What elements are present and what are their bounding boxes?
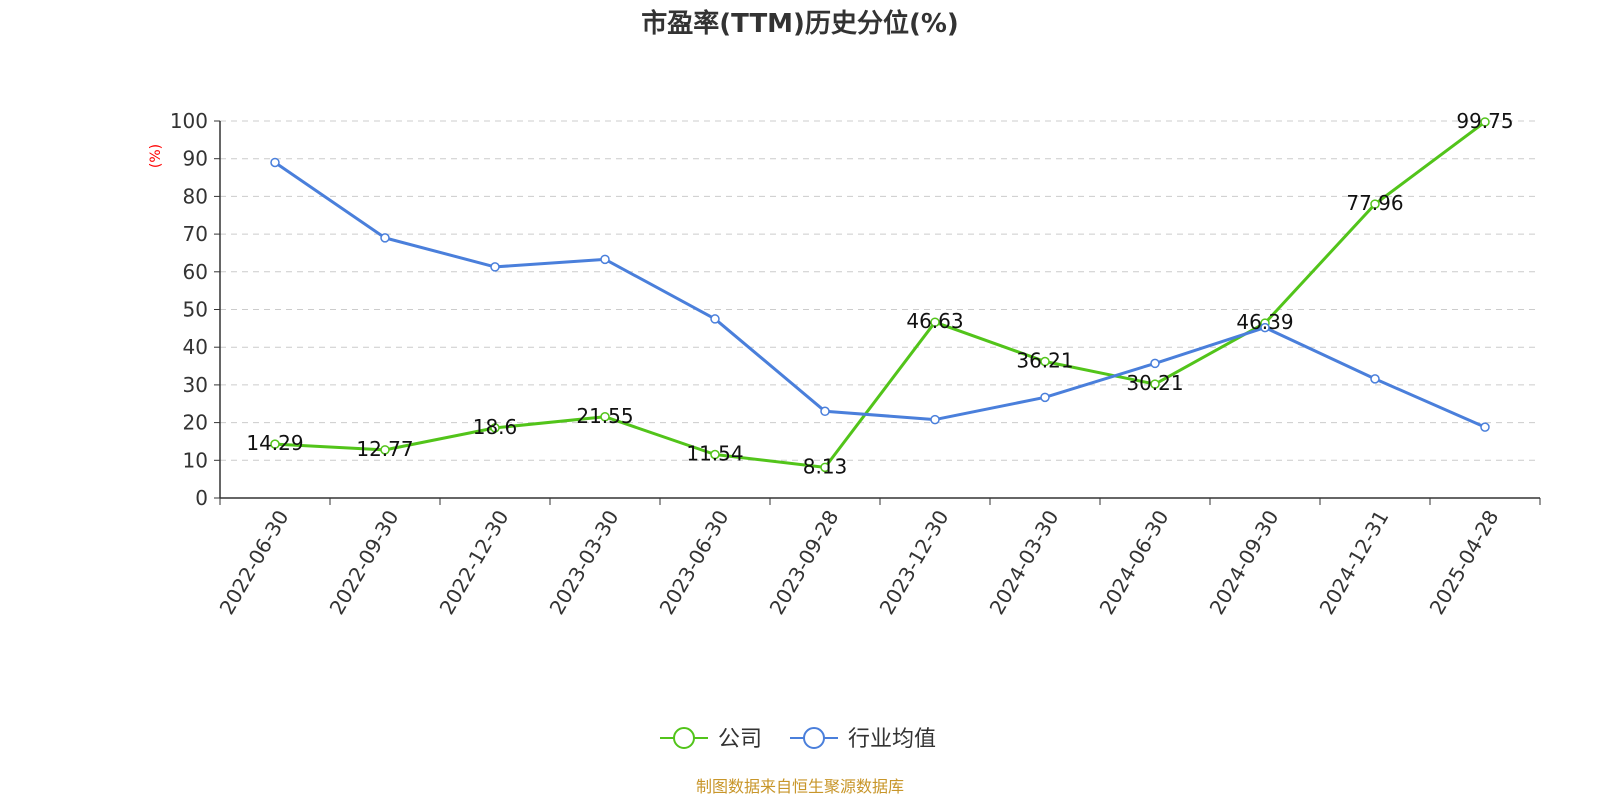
x-tick-label: 2022-12-30 xyxy=(434,506,513,619)
y-tick-label: 30 xyxy=(183,373,208,397)
legend-label-company: 公司 xyxy=(718,727,762,752)
x-tick-label: 2023-06-30 xyxy=(654,506,733,619)
company-data-point xyxy=(600,412,610,422)
y-tick-label: 90 xyxy=(183,147,208,171)
axes: 0 10 20 30 40 50 60 70 80 90 100 2022-06-30 2022-09-… xyxy=(170,109,1541,619)
legend-item-industry-average[interactable]: 行业均值 xyxy=(790,727,936,752)
x-tick-label: 2024-06-30 xyxy=(1094,506,1173,619)
legend: 公司 行业均值 xyxy=(660,727,936,752)
y-tick-label: 50 xyxy=(183,298,208,322)
x-tick-label: 2023-09-28 xyxy=(764,506,843,619)
company-data-point xyxy=(930,317,940,327)
chart-title: 市盈率(TTM)历史分位(%) xyxy=(641,8,959,39)
company-data-label: 46.39 xyxy=(1236,310,1293,334)
industry-average-data-point xyxy=(270,157,280,168)
data-labels: 14.29 12.77 18.6 21.55 11.54 8.13 46.63 36.21 30… xyxy=(246,109,1513,478)
x-tick-label: 2025-04-28 xyxy=(1424,506,1503,619)
industry-average-data-point xyxy=(1480,422,1490,432)
gridlines xyxy=(220,120,1540,461)
company-data-point xyxy=(710,449,720,460)
x-tick-label: 2024-03-30 xyxy=(984,506,1063,619)
industry-average-data-point xyxy=(600,254,610,265)
industry-average-data-point xyxy=(1040,392,1050,403)
company-data-label: 11.54 xyxy=(686,441,743,465)
x-tick-label: 2022-06-30 xyxy=(214,506,293,619)
company-data-label: 36.21 xyxy=(1016,348,1073,372)
company-data-point xyxy=(490,423,500,433)
industry-average-data-point xyxy=(1370,374,1380,384)
company-data-point xyxy=(820,462,830,473)
y-tick-label: 70 xyxy=(183,222,208,246)
y-tick-label: 60 xyxy=(183,260,208,284)
x-tick-label: 2024-12-31 xyxy=(1314,506,1393,619)
industry-average-data-point xyxy=(710,314,720,324)
x-tick-label: 2023-03-30 xyxy=(544,506,623,619)
industry-average-data-point xyxy=(820,406,830,417)
series xyxy=(270,117,1490,473)
company-data-label: 14.29 xyxy=(246,431,303,455)
company-data-point xyxy=(1480,117,1490,127)
company-data-label: 99.75 xyxy=(1456,109,1513,133)
legend-swatch-marker xyxy=(673,727,695,749)
source-note: 制图数据来自恒生聚源数据库 xyxy=(696,777,904,796)
legend-swatch-marker xyxy=(803,727,825,749)
legend-item-company[interactable]: 公司 xyxy=(660,727,762,752)
company-data-label: 21.55 xyxy=(576,404,633,428)
x-tick-label: 2022-09-30 xyxy=(324,506,403,619)
company-data-label: 30.21 xyxy=(1126,371,1183,395)
y-tick-label: 40 xyxy=(183,335,208,359)
y-tick-label: 20 xyxy=(183,411,208,435)
company-data-point xyxy=(1040,356,1050,367)
y-tick-label: 0 xyxy=(195,486,208,510)
company-data-point xyxy=(1150,379,1160,389)
legend-label-industry-average: 行业均值 xyxy=(848,727,936,752)
industry-average-data-point xyxy=(490,262,500,272)
company-data-point xyxy=(380,445,390,455)
company-data-point xyxy=(1370,199,1380,209)
industry-average-series-line xyxy=(274,161,1486,429)
company-data-label: 18.6 xyxy=(473,415,518,439)
industry-average-data-point xyxy=(380,233,390,243)
y-tick-label: 100 xyxy=(170,109,208,133)
company-data-label: 46.63 xyxy=(906,309,963,333)
x-tick-label: 2023-12-30 xyxy=(874,506,953,619)
industry-average-data-point xyxy=(1150,358,1160,369)
y-tick-label: 80 xyxy=(183,184,208,208)
company-data-label: 12.77 xyxy=(356,437,413,461)
company-data-label: 8.13 xyxy=(803,454,848,478)
company-series-line xyxy=(274,120,1486,469)
x-tick-label: 2024-09-30 xyxy=(1204,506,1283,619)
industry-average-data-point xyxy=(1260,322,1270,333)
y-axis-label: (%) xyxy=(148,144,164,168)
company-data-label: 77.96 xyxy=(1346,191,1403,215)
company-data-point xyxy=(270,439,280,449)
y-tick-label: 10 xyxy=(183,448,208,472)
industry-average-data-point xyxy=(930,414,940,425)
